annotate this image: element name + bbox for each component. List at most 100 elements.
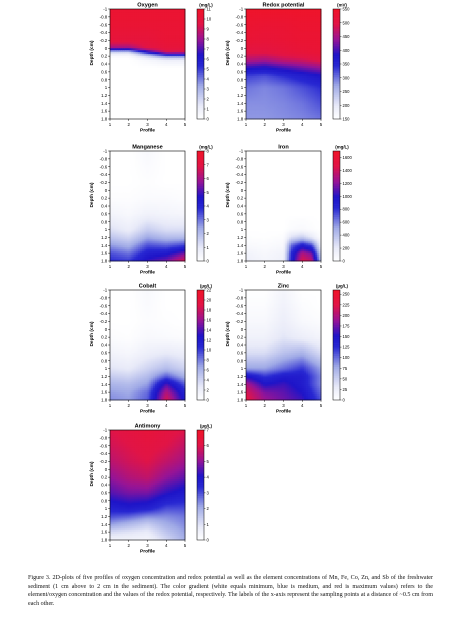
colorbar-swatch xyxy=(333,45,340,48)
heatmap-cell xyxy=(183,34,186,37)
heatmap-cell xyxy=(156,26,160,30)
heatmap-cell xyxy=(153,40,156,43)
y-tick-label: 1.2 xyxy=(237,93,244,98)
heatmap-cell xyxy=(162,28,165,31)
colorbar-swatch xyxy=(197,67,204,70)
heatmap-cell xyxy=(125,12,128,16)
colorbar-swatch xyxy=(333,106,340,109)
heatmap-cell xyxy=(179,18,182,22)
colorbar-tick-label: 5 xyxy=(207,67,210,72)
heatmap-cell xyxy=(141,28,145,31)
heatmap-cell xyxy=(125,18,128,22)
heatmap-cell xyxy=(160,34,163,37)
heatmap-cell xyxy=(126,36,130,39)
heatmap-cell xyxy=(126,18,130,22)
heatmap-cell xyxy=(147,40,150,43)
heatmap-cell xyxy=(141,14,145,18)
colorbar-swatch xyxy=(333,69,340,72)
heatmap-cell xyxy=(145,9,148,12)
heatmap-cell xyxy=(147,42,150,45)
heatmap-cell xyxy=(153,30,156,33)
heatmap-cell xyxy=(177,42,180,45)
heatmap-cell xyxy=(171,12,175,16)
colorbar-swatch xyxy=(197,43,204,46)
heatmap-cell xyxy=(132,42,135,45)
colorbar-swatch xyxy=(333,84,340,87)
heatmap-cell xyxy=(125,10,128,14)
colorbar-swatch xyxy=(333,10,340,13)
heatmap-cell xyxy=(128,28,132,31)
heatmap-oxygen: Oxygen-1-0.8-0.6-0.4-0.200.20.40.60.811.… xyxy=(89,3,213,134)
heatmap-cell xyxy=(160,26,163,30)
colorbar-swatch xyxy=(197,56,204,59)
heatmap-cell xyxy=(123,22,126,26)
heatmap-cell xyxy=(158,18,162,22)
heatmap-cell xyxy=(111,16,115,20)
heatmap-cell xyxy=(136,30,139,33)
colorbar-swatch xyxy=(197,60,204,63)
heatmap-cell xyxy=(115,42,118,45)
heatmap-cell xyxy=(149,26,152,30)
heatmap-cell xyxy=(162,9,165,12)
heatmap-cell xyxy=(177,9,180,12)
heatmap-cell xyxy=(119,34,122,37)
heatmap-cell xyxy=(171,40,175,43)
heatmap-cell xyxy=(143,36,147,39)
heatmap-cell xyxy=(143,18,147,22)
heatmap-cell xyxy=(168,38,171,41)
heatmap-manganese: Manganese-1-0.8-0.6-0.4-0.200.20.40.60.8… xyxy=(89,145,213,276)
heatmap-cell xyxy=(110,14,113,18)
colorbar-swatch xyxy=(333,18,340,21)
colorbar-swatch xyxy=(333,75,340,78)
heatmap-cell xyxy=(164,18,167,22)
heatmap-cell xyxy=(164,40,167,43)
colorbar-swatch xyxy=(333,16,340,19)
heatmap-cell xyxy=(110,30,113,33)
heatmap-cell xyxy=(156,42,160,45)
heatmap-cell xyxy=(168,16,171,20)
heatmap-cell xyxy=(155,44,158,47)
heatmap-cell xyxy=(149,16,152,20)
chart-title: Oxygen xyxy=(137,3,158,9)
heatmap-cell xyxy=(170,20,173,24)
heatmap-cell xyxy=(136,16,139,20)
heatmap-cell xyxy=(145,38,148,41)
heatmap-cell xyxy=(183,26,186,30)
heatmap-cell xyxy=(126,24,130,28)
heatmap-cell xyxy=(177,26,180,30)
heatmap-cell xyxy=(170,38,173,41)
heatmap-cell xyxy=(126,32,130,35)
colorbar-tick-label: 200 xyxy=(343,103,351,108)
colorbar-swatch xyxy=(333,49,340,52)
heatmap-cell xyxy=(140,34,143,37)
heatmap-cell xyxy=(164,38,167,41)
colorbar-swatch xyxy=(333,82,340,85)
heatmap-cell xyxy=(160,40,163,43)
heatmap-cell xyxy=(175,9,178,12)
heatmap-cell xyxy=(171,38,175,41)
heatmap-cell xyxy=(119,26,122,30)
heatmap-cell xyxy=(110,22,113,26)
heatmap-cell xyxy=(153,12,156,16)
heatmap-cell xyxy=(136,42,139,45)
heatmap-cell xyxy=(171,44,175,47)
y-tick-label: 1.6 xyxy=(101,109,108,114)
heatmap-cell xyxy=(149,38,152,41)
heatmap-cell xyxy=(130,14,133,18)
heatmap-cell xyxy=(125,44,128,47)
heatmap-cell xyxy=(138,18,141,22)
colorbar-swatch xyxy=(197,87,204,90)
heatmap-cell xyxy=(173,12,177,16)
colorbar-swatch xyxy=(197,27,204,30)
heatmap-cell xyxy=(155,24,158,28)
heatmap-cell xyxy=(138,32,141,35)
heatmap-cell xyxy=(121,22,124,26)
heatmap-cell xyxy=(134,22,137,26)
heatmap-cell xyxy=(119,22,122,26)
heatmap-cell xyxy=(138,26,141,30)
heatmap-cell xyxy=(113,32,117,35)
heatmap-cell xyxy=(149,20,152,24)
heatmap-cell xyxy=(170,24,173,28)
colorbar-swatch xyxy=(197,111,204,114)
heatmap-cell xyxy=(115,26,118,30)
